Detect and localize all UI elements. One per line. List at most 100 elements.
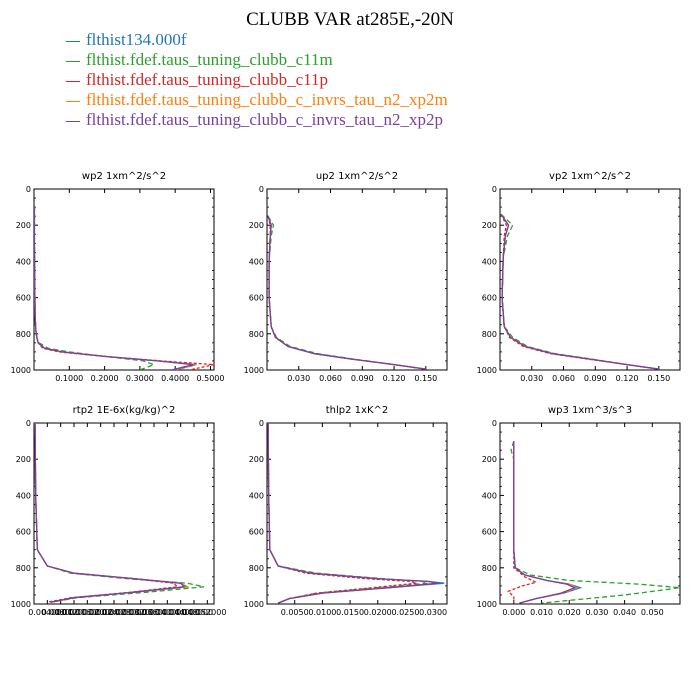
legend-label: flthist.fdef.taus_tuning_clubb_c_invrs_t… — [86, 90, 448, 109]
x-tick-label: 0.044000 — [162, 608, 200, 617]
x-tick-label: 0.008000 — [42, 608, 80, 617]
x-tick-label: 0.020000 — [82, 608, 120, 617]
y-tick-label: 200 — [249, 221, 264, 230]
x-tick-label: 0.000 — [502, 608, 525, 617]
legend-label: flthist134.000f — [86, 30, 187, 49]
y-tick-label: 600 — [16, 294, 31, 303]
series-line — [513, 441, 577, 604]
plot-frame — [33, 422, 215, 605]
x-tick-label: 0.060 — [319, 374, 342, 383]
x-tick-label: 0.036000 — [135, 608, 173, 617]
y-tick-label: 1000 — [477, 366, 497, 375]
x-tick-label: 0.1000 — [55, 374, 83, 383]
x-tick-label: 0.004000 — [28, 608, 66, 617]
series-line — [267, 215, 426, 370]
series-line — [267, 423, 439, 604]
series-line — [513, 441, 580, 604]
series-line — [34, 207, 197, 370]
x-tick-label: 0.0200 — [364, 608, 392, 617]
legend-entry: flthist.fdef.taus_tuning_clubb_c11m — [66, 50, 448, 70]
series-line — [34, 423, 190, 603]
y-tick-label: 200 — [482, 221, 497, 230]
y-tick-label: 0 — [26, 419, 31, 428]
x-tick-label: 0.024000 — [95, 608, 133, 617]
x-tick-label: 0.150 — [647, 374, 670, 383]
y-tick-label: 0 — [259, 185, 264, 194]
y-tick-label: 400 — [482, 491, 497, 500]
legend-swatch — [66, 100, 80, 102]
series-line — [34, 423, 186, 603]
legend-entry: flthist.fdef.taus_tuning_clubb_c_invrs_t… — [66, 90, 448, 110]
legend-label: flthist.fdef.taus_tuning_clubb_c11p — [86, 70, 329, 89]
legend-label: flthist.fdef.taus_tuning_clubb_c_invrs_t… — [86, 110, 443, 129]
x-tick-label: 0.028000 — [108, 608, 146, 617]
y-tick-label: 200 — [16, 455, 31, 464]
panel-title: vp2 1xm^2/s^2 — [549, 171, 631, 182]
x-tick-label: 0.5000 — [196, 374, 224, 383]
x-tick-label: 0.016000 — [68, 608, 106, 617]
panel-title: wp2 1xm^2/s^2 — [82, 171, 166, 182]
x-tick-label: 0.020 — [558, 608, 581, 617]
x-tick-label: 0.030 — [287, 374, 310, 383]
series-line — [267, 423, 445, 604]
legend-entry: flthist.fdef.taus_tuning_clubb_c_invrs_t… — [66, 110, 448, 130]
panel-title: rtp2 1E-6x(kg/kg)^2 — [73, 405, 176, 416]
series-line — [500, 214, 659, 370]
y-tick-label: 400 — [249, 257, 264, 266]
y-tick-label: 0 — [492, 419, 497, 428]
y-tick-label: 800 — [249, 330, 264, 339]
y-tick-label: 1000 — [244, 600, 264, 609]
series-line — [267, 215, 426, 370]
x-tick-label: 0.090 — [584, 374, 607, 383]
x-tick-label: 0.0100 — [308, 608, 336, 617]
legend-entry: flthist.fdef.taus_tuning_clubb_c11p — [66, 70, 448, 90]
x-tick-label: 0.4000 — [161, 374, 189, 383]
y-tick-label: 400 — [16, 257, 31, 266]
x-tick-label: 0.030 — [520, 374, 543, 383]
y-tick-label: 800 — [16, 330, 31, 339]
legend-label: flthist.fdef.taus_tuning_clubb_c11m — [86, 50, 333, 69]
y-tick-label: 800 — [249, 564, 264, 573]
y-tick-label: 200 — [16, 221, 31, 230]
series-line — [34, 207, 156, 370]
y-tick-label: 1000 — [244, 366, 264, 375]
y-tick-label: 600 — [482, 294, 497, 303]
series-line — [34, 423, 190, 603]
legend-swatch — [66, 40, 80, 42]
x-tick-label: 0.030 — [585, 608, 608, 617]
x-tick-label: 0.050 — [641, 608, 664, 617]
series-line — [34, 423, 179, 603]
x-tick-label: 0.032000 — [122, 608, 160, 617]
series-line — [34, 207, 214, 370]
y-tick-label: 800 — [16, 564, 31, 573]
y-tick-label: 0 — [492, 185, 497, 194]
y-tick-label: 0 — [259, 419, 264, 428]
x-tick-label: 0.120 — [616, 374, 639, 383]
x-tick-label: 0.120 — [383, 374, 406, 383]
panel-title: up2 1xm^2/s^2 — [316, 171, 398, 182]
legend-entry: flthist134.000f — [66, 30, 448, 50]
series-line — [34, 207, 193, 370]
y-tick-label: 800 — [482, 330, 497, 339]
series-line — [500, 213, 659, 370]
series-line — [267, 215, 426, 370]
y-tick-label: 200 — [249, 455, 264, 464]
x-tick-label: 0.0250 — [391, 608, 419, 617]
plot-frame — [499, 422, 681, 605]
y-tick-label: 600 — [249, 294, 264, 303]
x-tick-label: 0.0150 — [336, 608, 364, 617]
x-tick-label: 0.2000 — [91, 374, 119, 383]
series-line — [500, 213, 659, 370]
series-line — [267, 216, 426, 370]
y-tick-label: 400 — [482, 257, 497, 266]
x-tick-label: 0.0300 — [419, 608, 447, 617]
y-tick-label: 800 — [482, 564, 497, 573]
panel-title: wp3 1xm^3/s^3 — [548, 405, 632, 416]
legend-swatch — [66, 80, 80, 82]
series-line — [267, 215, 426, 370]
legend: flthist134.000f flthist.fdef.taus_tuning… — [66, 30, 448, 130]
y-tick-label: 200 — [482, 455, 497, 464]
y-tick-label: 400 — [16, 491, 31, 500]
y-tick-label: 1000 — [477, 600, 497, 609]
